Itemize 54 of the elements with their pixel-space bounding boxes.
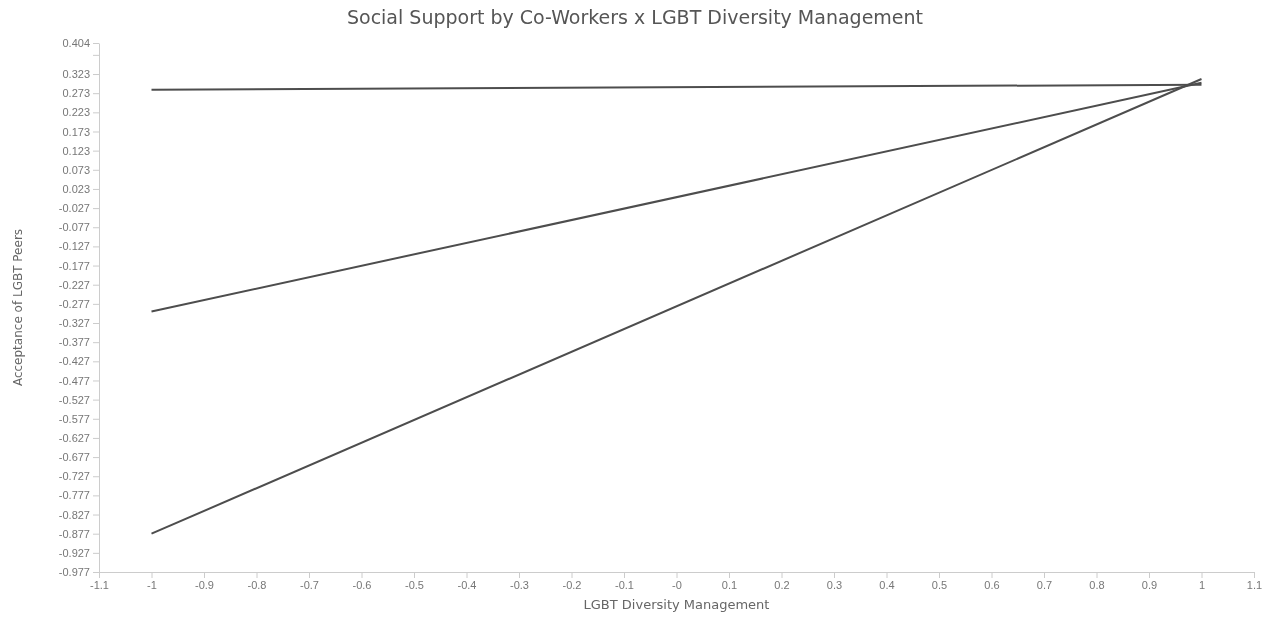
y-tick-label: -0.777 xyxy=(58,489,90,502)
x-tick-label: -0.1 xyxy=(615,578,634,591)
y-tick-label: -0.177 xyxy=(58,259,90,272)
y-tick-label: -0.627 xyxy=(58,431,90,444)
y-tick-label: 0.273 xyxy=(62,87,90,100)
y-tick-label: 0.323 xyxy=(62,68,90,81)
y-tick-label: 0.073 xyxy=(62,163,90,176)
y-tick-label: -0.077 xyxy=(58,221,90,234)
y-tick-label: -0.127 xyxy=(58,240,90,253)
x-tick-label: -0.5 xyxy=(405,578,424,591)
x-tick-label: -1 xyxy=(147,578,157,591)
chart-title: Social Support by Co-Workers x LGBT Diversity Management xyxy=(346,6,924,28)
y-tick-label: -0.427 xyxy=(58,355,90,368)
y-tick-label: -0.827 xyxy=(58,508,90,521)
y-tick-label: -0.877 xyxy=(58,527,90,540)
y-tick-label: 0.023 xyxy=(62,182,90,195)
y-tick-label: -0.377 xyxy=(58,336,90,349)
y-tick-label: -0.477 xyxy=(58,374,90,387)
y-tick-label: -0.327 xyxy=(58,317,90,330)
y-tick-label: 0.404 xyxy=(62,37,90,50)
y-tick-label: 0.223 xyxy=(62,106,90,119)
x-tick-label: 0.6 xyxy=(984,578,1000,591)
y-tick-label: -0.977 xyxy=(58,566,90,579)
x-tick-label: 1.1 xyxy=(1246,578,1263,591)
y-tick-label: -0.677 xyxy=(58,451,90,464)
y-tick-label: -0.927 xyxy=(58,546,90,559)
y-tick-label: -0.527 xyxy=(58,393,90,406)
x-tick-label: -0 xyxy=(672,578,682,591)
y-tick-label: 0.123 xyxy=(62,144,90,157)
x-tick-label: -0.6 xyxy=(352,578,372,591)
x-tick-label: -0.3 xyxy=(510,578,529,591)
x-tick-label: -1.1 xyxy=(90,578,109,591)
y-axis-title: Acceptance of LGBT Peers xyxy=(11,228,25,387)
x-tick-label: 0.3 xyxy=(826,578,843,591)
y-tick-label: -0.727 xyxy=(58,470,90,483)
x-tick-label: 1 xyxy=(1198,578,1206,591)
x-tick-label: 0.4 xyxy=(879,578,895,591)
x-tick-label: -0.9 xyxy=(195,578,214,591)
y-tick-label: -0.277 xyxy=(58,297,90,310)
x-tick-label: 0.2 xyxy=(774,578,790,591)
y-tick-label: -0.027 xyxy=(58,202,90,215)
x-tick-label: -0.7 xyxy=(300,578,319,591)
x-tick-label: -0.2 xyxy=(562,578,582,591)
x-tick-label: -0.8 xyxy=(247,578,267,591)
y-tick-label: 0.173 xyxy=(62,125,90,138)
x-tick-label: 0.9 xyxy=(1141,578,1158,591)
y-tick-label: -0.577 xyxy=(58,412,90,425)
x-tick-label: -0.4 xyxy=(457,578,477,591)
x-tick-label: 0.7 xyxy=(1036,578,1053,591)
x-axis-title: LGBT Diversity Management xyxy=(583,597,770,612)
x-tick-label: 0.8 xyxy=(1089,578,1105,591)
y-tick-label: -0.227 xyxy=(58,278,90,291)
x-tick-label: 0.1 xyxy=(721,578,738,591)
x-tick-label: 0.5 xyxy=(931,578,948,591)
